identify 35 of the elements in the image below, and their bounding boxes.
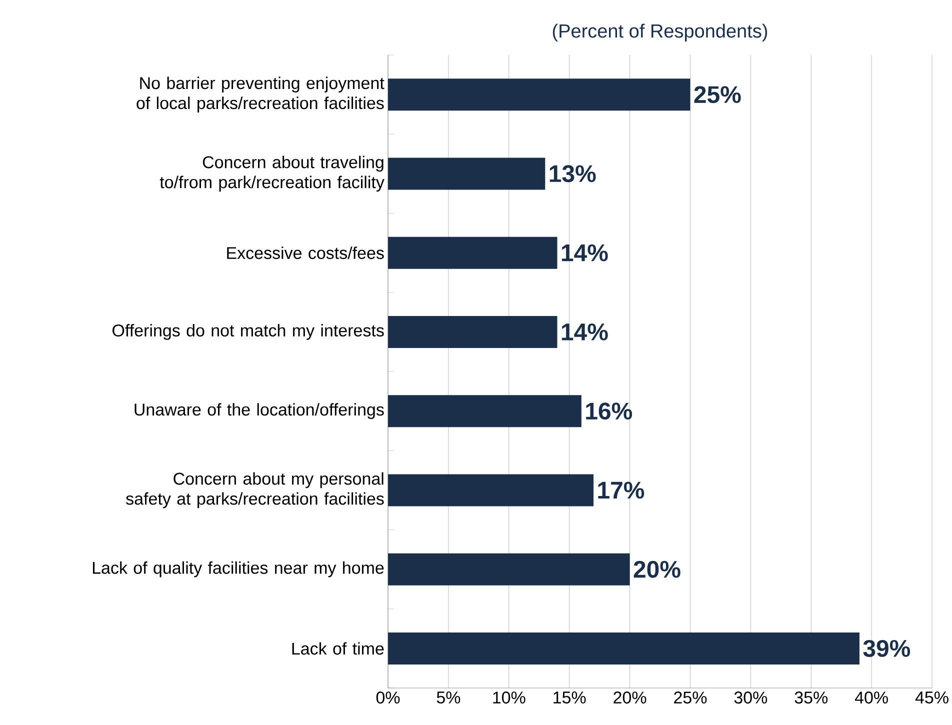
x-tick-label: 25% bbox=[674, 692, 707, 704]
x-tick-label: 5% bbox=[436, 692, 460, 704]
y-tick-label: Excessive costs/fees bbox=[227, 246, 384, 260]
x-tick-label: 30% bbox=[734, 692, 768, 704]
data-label: 13% bbox=[550, 165, 596, 182]
data-label: 39% bbox=[863, 640, 910, 657]
y-tick-label: No barrier preventing enjoyment of local parks/recreation facilities bbox=[136, 76, 384, 112]
y-tick-label: Offerings do not match my interests bbox=[112, 324, 384, 340]
x-tick-label: 15% bbox=[554, 692, 586, 704]
bar bbox=[388, 553, 630, 586]
y-tick-label: Concern about traveling to/from park/recreation facility bbox=[160, 156, 384, 192]
bar bbox=[388, 158, 546, 190]
chart-title: (Percent of Respondents) bbox=[552, 24, 768, 42]
data-label: 14% bbox=[562, 244, 608, 262]
x-tick-label: 35% bbox=[794, 692, 828, 704]
y-tick-label: Lack of quality facilities near my home bbox=[92, 561, 384, 578]
bar bbox=[388, 474, 594, 506]
bar bbox=[388, 78, 690, 111]
bar bbox=[388, 632, 860, 664]
data-label: 14% bbox=[562, 323, 608, 340]
y-tick-label: Unaware of the location/offerings bbox=[134, 403, 384, 419]
data-label: 16% bbox=[586, 402, 632, 420]
bar bbox=[388, 236, 558, 269]
y-tick-label: Concern about my personal safety at parks/recreation facilities bbox=[126, 472, 384, 508]
x-tick-label: 0% bbox=[376, 692, 400, 704]
data-label: 17% bbox=[598, 482, 644, 499]
x-tick-label: 40% bbox=[854, 692, 888, 704]
y-tick-label: Lack of time bbox=[292, 642, 384, 655]
data-label: 20% bbox=[634, 560, 680, 578]
x-tick-label: 10% bbox=[493, 692, 526, 704]
x-tick-label: 20% bbox=[614, 692, 646, 704]
x-tick-label: 45% bbox=[915, 692, 948, 704]
bar bbox=[388, 316, 558, 348]
data-label: 25% bbox=[694, 86, 741, 104]
bar bbox=[388, 395, 582, 428]
